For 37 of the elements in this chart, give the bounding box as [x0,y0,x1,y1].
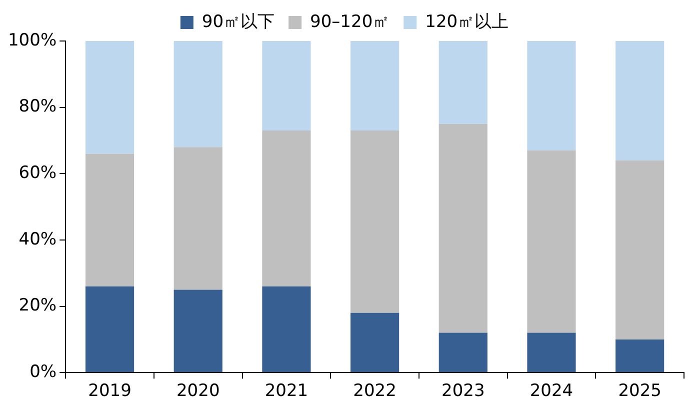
bar [616,339,664,372]
y-tick-label: 40% [18,229,57,250]
y-tick-label: 100% [8,30,57,50]
bar [527,41,576,150]
legend-label: 90㎡以下 [202,12,275,32]
bar [262,130,311,286]
x-tick-label: 2024 [530,381,574,402]
y-tick-label: 20% [18,296,57,316]
bar [527,332,576,372]
bar [527,150,576,333]
bar [85,286,134,372]
y-tick-label: 0% [30,362,57,382]
x-tick-label: 2025 [618,381,662,402]
legend-label: 120㎡以上 [425,12,509,32]
bar [174,290,222,372]
bar [350,130,400,313]
bar [616,41,664,160]
bar [262,41,311,131]
bar [350,312,400,372]
bar [85,154,134,286]
bar [350,41,400,131]
bar [438,332,488,372]
bar [616,160,664,340]
x-tick-label: 2022 [353,381,396,402]
bar [438,41,488,124]
x-tick-label: 2019 [88,381,132,402]
x-tick-label: 2021 [264,381,308,402]
x-tick-label: 2020 [176,381,220,402]
y-tick-label: 60% [18,163,57,184]
bar [262,286,311,372]
y-tick-label: 80% [18,96,57,117]
bar [438,124,488,333]
bar [85,41,134,154]
bar [174,41,222,148]
legend-label: 90–120㎡ [310,12,390,32]
x-tick-label: 2023 [442,381,485,402]
bar [174,147,222,290]
